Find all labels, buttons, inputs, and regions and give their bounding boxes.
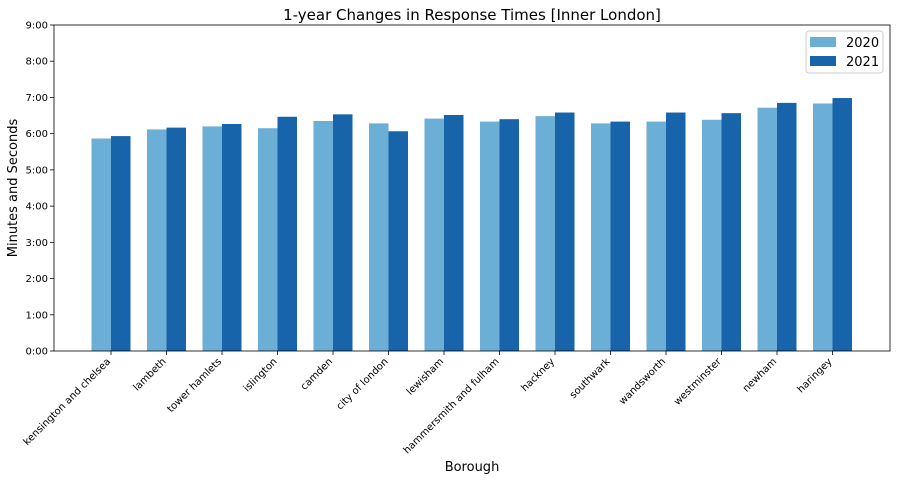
plot-frame	[53, 24, 891, 352]
bar-2021	[388, 131, 408, 351]
y-tick-label: 1:00	[26, 310, 48, 321]
x-tick-label: hammersmith and fulham	[402, 356, 502, 456]
x-tick-label: islington	[242, 356, 280, 394]
x-axis-title: Borough	[445, 460, 500, 475]
legend-swatch-2020	[810, 37, 836, 47]
bar-2021	[444, 114, 464, 352]
bar-2021	[277, 116, 297, 351]
legend-label-2020: 2020	[846, 36, 879, 51]
bar-2021	[499, 119, 519, 351]
x-tick-label: camden	[299, 356, 335, 392]
bar-2020	[702, 119, 722, 351]
bar-2021	[333, 114, 353, 351]
bar-2020	[424, 118, 444, 352]
bar-2020	[480, 121, 500, 351]
x-tick-label: lambeth	[132, 356, 169, 393]
bar-2021	[555, 112, 575, 351]
y-tick-label: 8:00	[26, 57, 48, 68]
bar-2021	[777, 102, 797, 351]
legend: 2020 2021	[805, 30, 884, 74]
y-tick-label: 6:00	[26, 129, 48, 140]
bar-2021	[610, 121, 630, 351]
bar-2020	[91, 138, 111, 351]
y-tick-label: 2:00	[26, 274, 48, 285]
x-tick-label: kensington and chelsea	[22, 356, 114, 448]
bar-2021	[832, 98, 852, 351]
x-tick-label: city of london	[335, 356, 391, 412]
x-tick-label: wandsworth	[617, 356, 668, 407]
legend-swatch-2021	[810, 56, 836, 66]
bar-2020	[646, 121, 666, 351]
bar-2020	[313, 120, 333, 351]
bar-2020	[147, 129, 167, 351]
y-tick-label: 0:00	[26, 347, 48, 358]
x-tick-label: lewisham	[405, 356, 446, 397]
y-axis: 0:00 1:00 2:00 3:00 4:00 5:00 6:00 7:00 8:00 9:00	[26, 21, 54, 358]
bar-2020	[202, 126, 222, 351]
y-tick-label: 4:00	[26, 202, 48, 213]
bar-2021	[111, 136, 131, 351]
y-tick-label: 7:00	[26, 93, 48, 104]
bar-2021	[666, 112, 686, 351]
bar-2020	[757, 107, 777, 352]
y-axis-title: Minutes and Seconds	[6, 119, 21, 258]
x-tick-label: hackney	[520, 356, 558, 394]
chart-title: 1-year Changes in Response Times [Inner …	[283, 6, 661, 24]
x-tick-label: westminster	[672, 356, 724, 408]
bar-2020	[369, 123, 389, 351]
y-tick-label: 3:00	[26, 238, 48, 249]
legend-label-2021: 2021	[846, 55, 879, 70]
bar-2020	[813, 103, 833, 352]
y-tick-label: 9:00	[26, 21, 48, 32]
bar-2021	[166, 127, 186, 351]
x-tick-label: haringey	[796, 356, 835, 395]
bar-2021	[222, 124, 242, 351]
bar-2020	[535, 116, 555, 351]
x-tick-label: southwark	[568, 356, 613, 401]
y-tick-label: 5:00	[26, 165, 48, 176]
plot-area	[91, 98, 852, 352]
bar-2020	[591, 123, 611, 351]
x-tick-label: tower hamlets	[165, 356, 224, 415]
x-tick-label: newham	[741, 356, 779, 394]
bar-2020	[258, 128, 278, 351]
bar-2021	[721, 113, 741, 351]
